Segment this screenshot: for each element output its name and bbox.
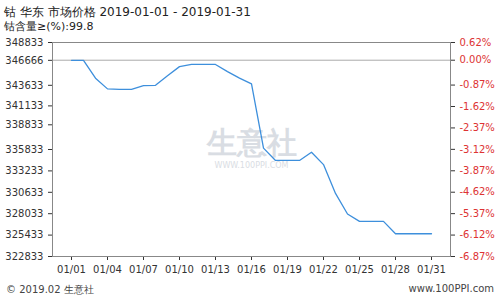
svg-text:333233: 333233	[5, 165, 43, 176]
svg-text:-1.62%: -1.62%	[460, 101, 495, 112]
svg-text:01/19: 01/19	[273, 264, 302, 275]
svg-text:322833: 322833	[5, 251, 43, 262]
svg-text:325433: 325433	[5, 229, 43, 240]
svg-text:330633: 330633	[5, 187, 43, 198]
svg-text:-0.87%: -0.87%	[460, 79, 495, 90]
svg-text:0.00%: 0.00%	[460, 54, 492, 65]
svg-text:-6.12%: -6.12%	[460, 229, 495, 240]
html-text:钴含量≥(%):99.8: 钴含量≥(%):99.8	[4, 20, 94, 33]
svg-text:01/07: 01/07	[129, 264, 158, 275]
svg-text:01/13: 01/13	[201, 264, 230, 275]
svg-text:341133: 341133	[5, 100, 43, 111]
html-text:www.100PPI.com: www.100PPI.com	[408, 283, 494, 294]
html-text:钴 华东 市场价格 2019-01-01 - 2019-01: 钴 华东 市场价格 2019-01-01 - 2019-01-31	[4, 5, 251, 19]
svg-text:生意社: 生意社	[206, 125, 297, 160]
svg-text:01/22: 01/22	[309, 264, 338, 275]
svg-text:0.62%: 0.62%	[460, 37, 492, 48]
svg-text:-6.87%: -6.87%	[460, 251, 495, 262]
svg-text:-5.37%: -5.37%	[460, 208, 495, 219]
svg-text:-3.87%: -3.87%	[460, 165, 495, 176]
svg-text:01/31: 01/31	[417, 264, 446, 275]
svg-text:335833: 335833	[5, 144, 43, 155]
svg-text:-4.62%: -4.62%	[460, 186, 495, 197]
svg-text:348833: 348833	[5, 37, 43, 48]
svg-text:346666: 346666	[5, 55, 43, 66]
svg-text:343633: 343633	[5, 80, 43, 91]
svg-text:01/10: 01/10	[165, 264, 194, 275]
svg-text:01/01: 01/01	[57, 264, 86, 275]
svg-text:01/28: 01/28	[381, 264, 410, 275]
svg-text:-3.12%: -3.12%	[460, 144, 495, 155]
svg-text:01/16: 01/16	[237, 264, 266, 275]
svg-text:01/25: 01/25	[345, 264, 374, 275]
html-text:© 2019.02 生意社: © 2019.02 生意社	[6, 284, 94, 295]
svg-text:328033: 328033	[5, 208, 43, 219]
svg-text:WWW.100PPI.COM: WWW.100PPI.COM	[215, 161, 289, 170]
svg-text:338833: 338833	[5, 119, 43, 130]
svg-text:-2.37%: -2.37%	[460, 122, 495, 133]
svg-text:01/04: 01/04	[93, 264, 122, 275]
